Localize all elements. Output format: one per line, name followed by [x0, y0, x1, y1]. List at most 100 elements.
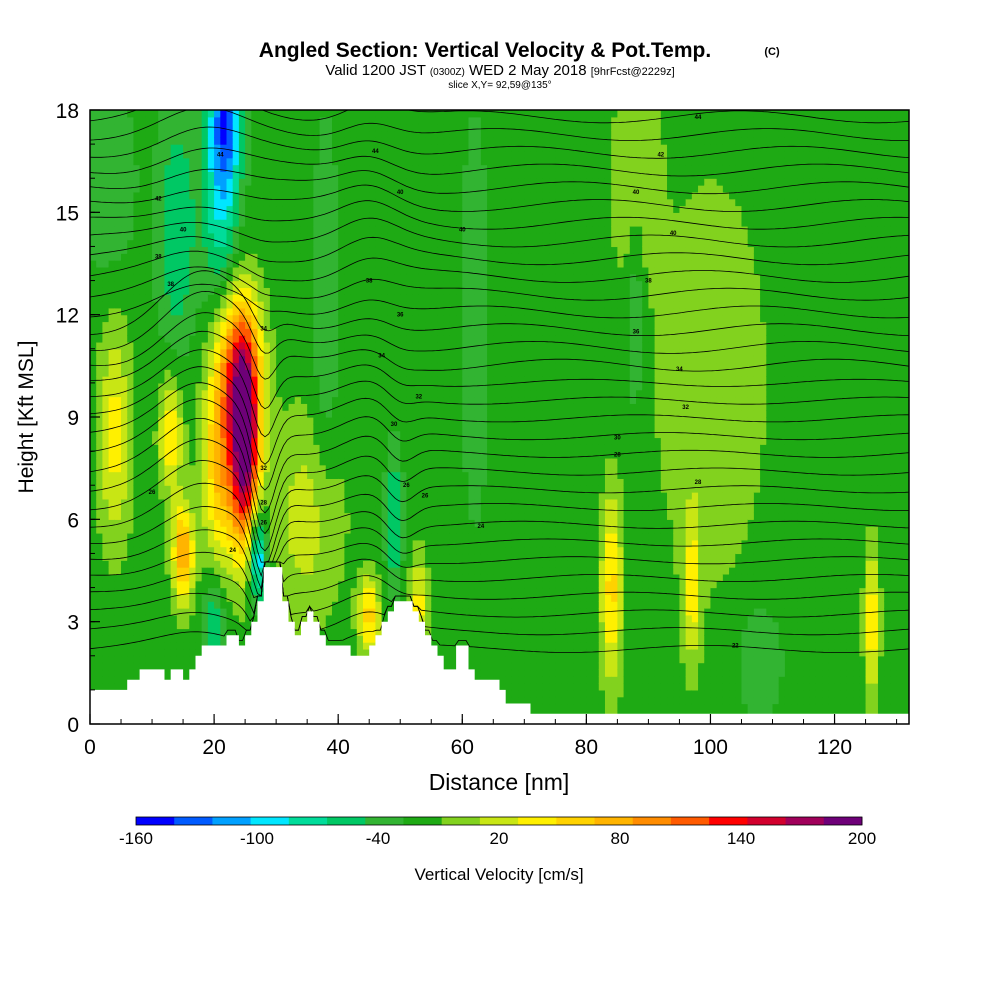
velocity-cell — [400, 376, 408, 384]
velocity-cell — [201, 498, 209, 507]
velocity-cell — [381, 389, 389, 398]
velocity-cell — [251, 110, 259, 118]
velocity-cell — [195, 519, 203, 527]
velocity-cell — [356, 348, 364, 357]
velocity-cell — [406, 389, 414, 398]
velocity-cell — [369, 471, 376, 479]
velocity-cell — [307, 512, 314, 520]
velocity-cell — [90, 655, 97, 664]
velocity-cell — [350, 444, 358, 452]
velocity-cell — [139, 478, 147, 486]
velocity-cell — [350, 239, 358, 248]
velocity-cell — [195, 307, 203, 316]
velocity-cell — [189, 116, 197, 125]
velocity-cell — [114, 505, 122, 514]
velocity-cell — [325, 430, 333, 439]
velocity-cell — [164, 369, 172, 377]
velocity-cell — [425, 573, 432, 582]
velocity-cell — [288, 369, 296, 377]
velocity-cell — [338, 403, 345, 411]
velocity-cell — [338, 608, 345, 616]
velocity-cell — [133, 294, 141, 302]
velocity-cell — [387, 348, 395, 357]
velocity-cell — [220, 376, 228, 384]
velocity-cell — [282, 355, 290, 364]
velocity-cell — [412, 137, 420, 145]
velocity-cell — [375, 341, 383, 350]
velocity-cell — [257, 478, 265, 486]
velocity-cell — [238, 123, 246, 132]
velocity-cell — [96, 396, 103, 404]
velocity-cell — [319, 492, 327, 500]
velocity-cell — [176, 662, 184, 671]
velocity-cell — [127, 294, 135, 302]
velocity-cell — [127, 457, 135, 466]
velocity-cell — [319, 157, 327, 166]
velocity-cell — [288, 376, 296, 384]
velocity-cell — [183, 328, 190, 336]
velocity-cell — [139, 157, 147, 166]
velocity-cell — [369, 253, 376, 261]
velocity-cell — [176, 553, 184, 561]
velocity-cell — [176, 348, 184, 357]
velocity-cell — [381, 123, 389, 132]
velocity-cell — [294, 423, 302, 432]
velocity-cell — [307, 471, 314, 479]
velocity-cell — [226, 212, 234, 220]
velocity-cell — [145, 301, 153, 309]
velocity-cell — [369, 348, 376, 357]
velocity-cell — [176, 355, 184, 364]
velocity-cell — [238, 205, 246, 213]
velocity-cell — [394, 505, 401, 514]
velocity-cell — [363, 287, 370, 295]
velocity-cell — [412, 266, 420, 275]
velocity-cell — [164, 328, 172, 336]
velocity-cell — [127, 546, 135, 555]
velocity-cell — [257, 232, 265, 241]
velocity-cell — [338, 567, 345, 575]
velocity-cell — [114, 307, 122, 316]
velocity-cell — [369, 444, 376, 452]
velocity-cell — [90, 635, 97, 643]
velocity-cell — [176, 635, 184, 643]
velocity-cell — [164, 171, 172, 179]
velocity-cell — [176, 560, 184, 568]
velocity-cell — [183, 417, 190, 425]
velocity-cell — [133, 669, 141, 677]
velocity-cell — [356, 157, 364, 166]
velocity-cell — [331, 178, 339, 186]
velocity-cell — [139, 621, 147, 630]
velocity-cell — [387, 191, 395, 200]
velocity-cell — [263, 471, 271, 479]
velocity-cell — [282, 417, 290, 425]
velocity-cell — [201, 355, 209, 364]
velocity-cell — [127, 382, 135, 391]
velocity-cell — [263, 532, 271, 541]
velocity-cell — [381, 239, 389, 248]
velocity-cell — [294, 225, 302, 234]
velocity-cell — [282, 567, 290, 575]
velocity-cell — [207, 573, 215, 582]
velocity-cell — [313, 560, 321, 568]
velocity-cell — [363, 321, 370, 329]
velocity-cell — [207, 635, 215, 643]
velocity-cell — [114, 464, 122, 473]
velocity-cell — [158, 662, 166, 671]
velocity-cell — [344, 451, 352, 459]
velocity-cell — [158, 225, 166, 234]
velocity-cell — [276, 191, 283, 200]
velocity-cell — [363, 526, 370, 534]
velocity-cell — [344, 403, 352, 411]
velocity-cell — [331, 396, 339, 404]
velocity-cell — [127, 628, 135, 636]
velocity-cell — [363, 116, 370, 125]
velocity-cell — [325, 335, 333, 343]
velocity-cell — [387, 430, 395, 439]
velocity-cell — [201, 335, 209, 343]
velocity-cell — [369, 464, 376, 473]
velocity-cell — [238, 519, 246, 527]
velocity-cell — [338, 260, 345, 268]
velocity-cell — [201, 239, 209, 248]
velocity-cell — [207, 389, 215, 398]
velocity-cell — [214, 580, 221, 589]
